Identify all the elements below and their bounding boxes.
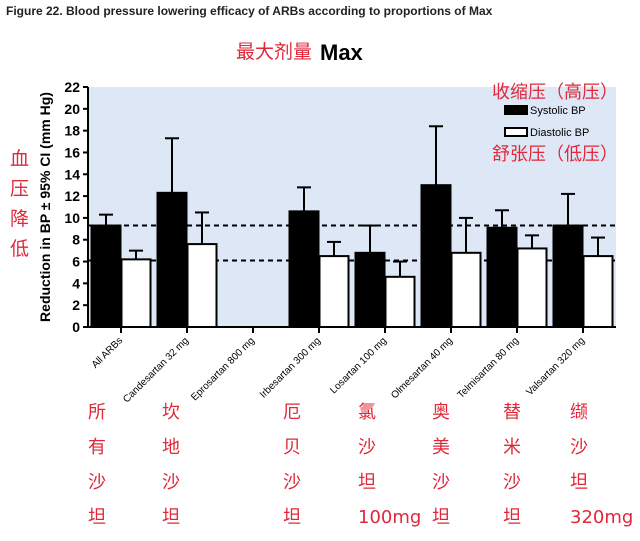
x-tick-label: Eprosartan 800 mg (189, 335, 257, 403)
diastolic-bar (384, 275, 416, 328)
annotation-ylabel-char: 降 (10, 208, 29, 230)
legend-label-systolic: Systolic BP (530, 105, 586, 117)
x-tick-label: Losartan 100 mg (328, 335, 389, 396)
annotation-drug-char: 缬 (570, 402, 588, 423)
y-tick-label: 14 (64, 166, 80, 182)
annotation-diastolic: 舒张压（低压） (492, 144, 618, 165)
systolic-bar (486, 226, 518, 329)
systolic-bar (420, 184, 452, 328)
annotation-drug-char: 坦 (432, 507, 450, 528)
diastolic-bar (318, 255, 350, 328)
annotation-drug-char: 沙 (283, 472, 301, 493)
systolic-bar (90, 224, 122, 328)
y-tick-label: 8 (72, 232, 80, 248)
annotation-drug-char: 沙 (88, 472, 106, 493)
figure-title: Figure 22. Blood pressure lowering effic… (6, 4, 493, 18)
annotation-drug-char: 所 (88, 402, 106, 423)
y-tick-label: 20 (64, 101, 80, 117)
annotation-drug-char: 坦 (88, 507, 106, 528)
legend-label-diastolic: Diastolic BP (530, 127, 589, 139)
annotation-drug-char: 坦 (503, 507, 521, 528)
y-tick-label: 10 (64, 210, 80, 226)
annotation-drug-char: 坦 (570, 472, 588, 493)
y-tick-label: 0 (72, 319, 80, 335)
annotation-drug-char: 贝 (283, 437, 301, 458)
diastolic-bar (120, 258, 152, 329)
y-tick-label: 2 (72, 297, 80, 313)
x-tick-label: Valsartan 320 mg (524, 335, 587, 398)
y-tick-label: 12 (64, 188, 80, 204)
annotation-drug-dose: 320mg (570, 507, 633, 528)
systolic-bar (288, 210, 320, 328)
annotation-drug-char: 沙 (432, 472, 450, 493)
diastolic-bar (186, 243, 218, 328)
annotation-drug-char: 奥 (432, 402, 450, 423)
x-tick-label: All ARBs (90, 335, 125, 370)
annotation-drug-char: 氯 (358, 402, 376, 423)
annotation-drug-char: 美 (432, 437, 450, 458)
systolic-bar (354, 251, 386, 328)
annotation-max: Max (320, 40, 364, 65)
x-tick-label: Irbesartan 300 mg (258, 335, 323, 400)
systolic-bar (552, 224, 584, 328)
annotation-drug-char: 地 (162, 437, 180, 458)
annotation-drug-char: 替 (503, 402, 521, 423)
annotation-max-dose: 最大剂量 (236, 41, 312, 63)
annotation-drug-char: 沙 (503, 472, 521, 493)
x-tick-label: Telmisartan 80 mg (456, 335, 522, 401)
annotation-ylabel-char: 低 (10, 238, 29, 260)
annotation-drug-char: 坎 (162, 402, 180, 423)
legend-swatch-diastolic (504, 127, 528, 137)
annotation-ylabel-char: 压 (10, 178, 29, 200)
annotation-drug-dose: 100mg (358, 507, 421, 528)
legend-swatch-systolic (504, 105, 528, 115)
annotation-drug-char: 米 (503, 437, 521, 458)
x-tick-label: Candesartan 32 mg (121, 335, 191, 405)
annotation-ylabel-char: 血 (10, 148, 29, 170)
annotation-drug-char: 沙 (570, 437, 588, 458)
annotation-drug-char: 有 (88, 437, 106, 458)
y-axis-label: Reduction in BP ± 95% CI (mm Hg) (37, 92, 53, 322)
y-tick-label: 22 (64, 79, 80, 95)
y-tick-label: 4 (72, 275, 80, 291)
annotation-drug-char: 坦 (358, 472, 376, 493)
diastolic-bar (582, 255, 614, 328)
annotation-systolic: 收缩压（高压） (492, 82, 618, 103)
y-tick-label: 6 (72, 254, 80, 270)
diastolic-bar (516, 247, 548, 328)
annotation-drug-char: 坦 (283, 507, 301, 528)
annotation-drug-char: 厄 (283, 402, 301, 423)
x-tick-label: Olmesartan 40 mg (389, 335, 455, 401)
diastolic-bar (450, 251, 482, 328)
annotation-drug-char: 沙 (162, 472, 180, 493)
systolic-bar (156, 191, 188, 328)
annotation-drug-char: 沙 (358, 437, 376, 458)
y-tick-label: 16 (64, 144, 80, 160)
annotation-drug-char: 坦 (162, 507, 180, 528)
y-tick-label: 18 (64, 123, 80, 139)
